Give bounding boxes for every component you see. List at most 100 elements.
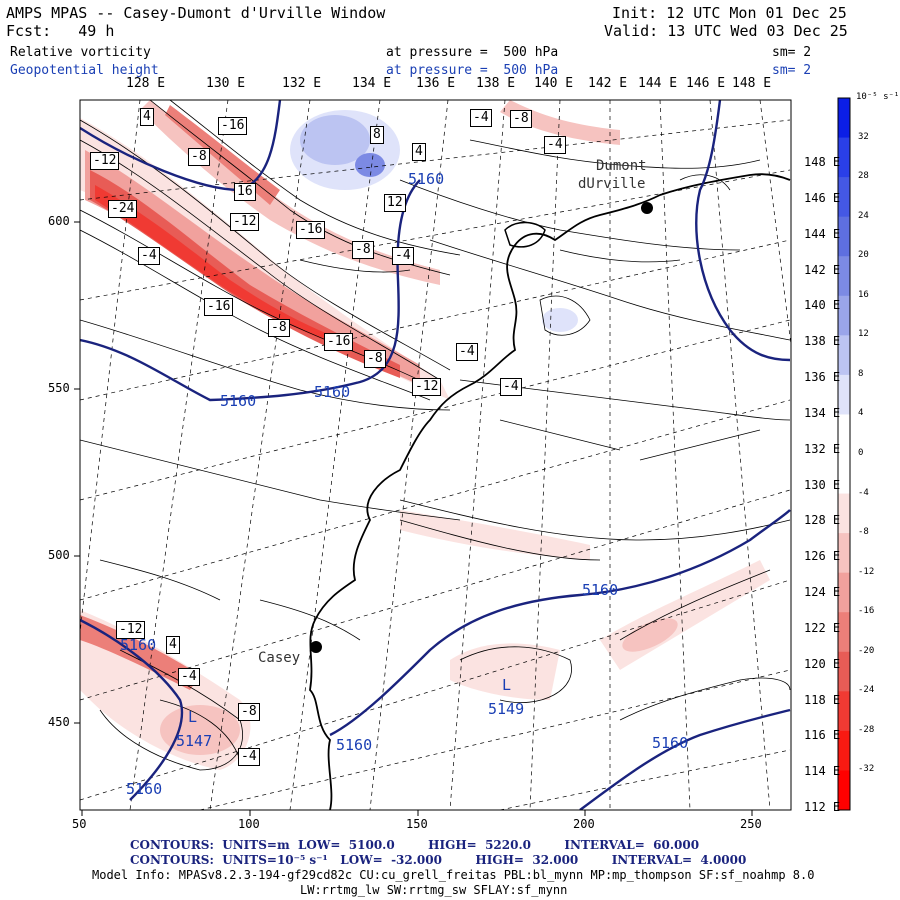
right-edge-label: 136 E (804, 370, 841, 384)
colorbar-tick-label: -4 (858, 487, 869, 498)
right-edge-label: 128 E (804, 513, 841, 528)
station-dumont-durville-marker (641, 202, 653, 214)
colorbar-segment (838, 770, 850, 811)
vorticity-contour-label: -4 (544, 136, 566, 154)
right-edge-label: 148 E (804, 155, 841, 169)
footer-physics-info: LW:rrtmg_lw SW:rrtmg_sw SFLAY:sf_mynn (300, 883, 568, 897)
footer-vorticity-contours: CONTOURS: UNITS=10⁻⁵ s⁻¹ LOW= -32.000 HI… (130, 853, 747, 867)
lon-label: 128 E (126, 76, 166, 91)
right-edge-label: 140 E (804, 298, 841, 313)
right-edge-label: 132 E (804, 441, 841, 456)
lon-label: 142 E (588, 76, 628, 91)
station-casey-label: Casey (258, 650, 301, 666)
vorticity-contour-label: 8 (370, 126, 384, 144)
x-tick-label: 250 (740, 817, 762, 831)
height-label: 5160 (126, 780, 163, 798)
colorbar-segment (838, 98, 850, 139)
colorbar-tick-label: 20 (858, 250, 869, 261)
field1-name: Relative vorticity (10, 45, 151, 60)
y-tick-label: 600 (48, 214, 70, 228)
colorbar-segment (838, 216, 850, 257)
colorbar-tick-label: 24 (858, 210, 869, 221)
vorticity-contour-label: 4 (166, 636, 180, 654)
colorbar-segment (838, 454, 850, 495)
colorbar-segment (838, 256, 850, 297)
vorticity-contour-label: -24 (108, 200, 138, 218)
vorticity-contour-label: -8 (188, 148, 210, 166)
vorticity-contour-label: -12 (230, 213, 260, 231)
colorbar-segment (838, 612, 850, 653)
x-axis-ticks (74, 221, 753, 816)
right-edge-label: 138 E (804, 334, 841, 349)
plot-frame (79, 99, 792, 811)
pos-vorticity-core (355, 153, 385, 177)
right-edge-label: 142 E (804, 262, 841, 277)
x-tick-label: 150 (406, 817, 428, 831)
pos-vorticity-mid (300, 115, 370, 165)
vorticity-contour-label: -4 (178, 668, 200, 686)
height-label: 5160 (220, 392, 257, 410)
height-label: 5160 (582, 581, 619, 599)
footer-model-info: Model Info: MPASv8.2.3-194-gf29cd82c CU:… (92, 868, 815, 882)
lon-label: 134 E (352, 76, 392, 91)
neg-vorticity-right-core (622, 618, 678, 652)
neg-vorticity-band-outer (80, 118, 450, 400)
neg-vorticity-band-mid (85, 150, 420, 385)
pos-vorticity-small (542, 308, 578, 332)
colorbar-tick-label: 8 (858, 368, 864, 379)
vorticity-contour-label: -12 (90, 152, 120, 170)
colorbar-unit: 10⁻⁵ s⁻¹ (856, 92, 900, 102)
lon-label: 144 E (638, 76, 678, 91)
vorticity-contour-label: 12 (384, 194, 406, 212)
station-dumont-label-1: Dumont (596, 158, 647, 174)
map-title: AMPS MPAS -- Casey-Dumont d'Urville Wind… (6, 4, 386, 22)
y-tick-label: 550 (48, 381, 70, 395)
low-label: L (188, 708, 198, 726)
valid-time: Valid: 13 UTC Wed 03 Dec 25 (604, 22, 848, 40)
right-edge-label: 126 E (804, 549, 841, 564)
vorticity-contour-label: -8 (268, 319, 290, 337)
vorticity-contour-label: -8 (510, 110, 532, 128)
x-tick-label: 100 (238, 817, 260, 831)
colorbar-frame (837, 97, 851, 811)
right-edge-label: 122 E (804, 620, 841, 635)
height-label: 5149 (488, 700, 525, 718)
vorticity-contour-label: -4 (470, 109, 492, 127)
colorbar-tick-label: -32 (858, 764, 875, 775)
lon-label: 148 E (732, 76, 772, 91)
field1-level: at pressure = 500 hPa (386, 45, 559, 60)
station-dumont-label-2: dUrville (578, 176, 646, 192)
colorbar-tick-label: -20 (858, 645, 875, 656)
height-label: 5160 (336, 736, 373, 754)
right-edge-label: 130 E (804, 477, 841, 492)
vorticity-contour-label: 16 (234, 183, 256, 201)
field2-name: Geopotential height (10, 63, 159, 78)
init-time: Init: 12 UTC Mon 01 Dec 25 (612, 4, 847, 22)
neg-vorticity-mid (400, 510, 590, 560)
colorbar-segment (838, 137, 850, 178)
x-tick-label: 50 (72, 817, 87, 831)
low-label: L (502, 676, 512, 694)
lon-label: 146 E (686, 76, 726, 91)
forecast-hour: Fcst: 49 h (6, 22, 115, 40)
vorticity-contour-label: 4 (140, 108, 154, 126)
colorbar-segment (838, 177, 850, 218)
colorbar-tick-label: -24 (858, 685, 875, 696)
vorticity-contour-label: -16 (296, 221, 326, 239)
y-tick-label: 450 (48, 715, 70, 729)
vorticity-contour-label: -4 (500, 378, 522, 396)
colorbar (838, 98, 850, 811)
colorbar-segment (838, 295, 850, 336)
right-edge-label: 120 E (804, 656, 841, 671)
right-edge-label: 114 E (804, 764, 841, 779)
x-tick-label: 200 (573, 817, 595, 831)
right-edge-label: 134 E (804, 405, 841, 420)
coastline (309, 173, 791, 810)
colorbar-tick-label: -16 (858, 606, 875, 617)
station-casey-marker (310, 641, 322, 653)
vorticity-contour-label: -4 (392, 247, 414, 265)
colorbar-segment (838, 651, 850, 692)
colorbar-tick-label: 32 (858, 131, 869, 142)
lon-label: 130 E (206, 76, 246, 91)
